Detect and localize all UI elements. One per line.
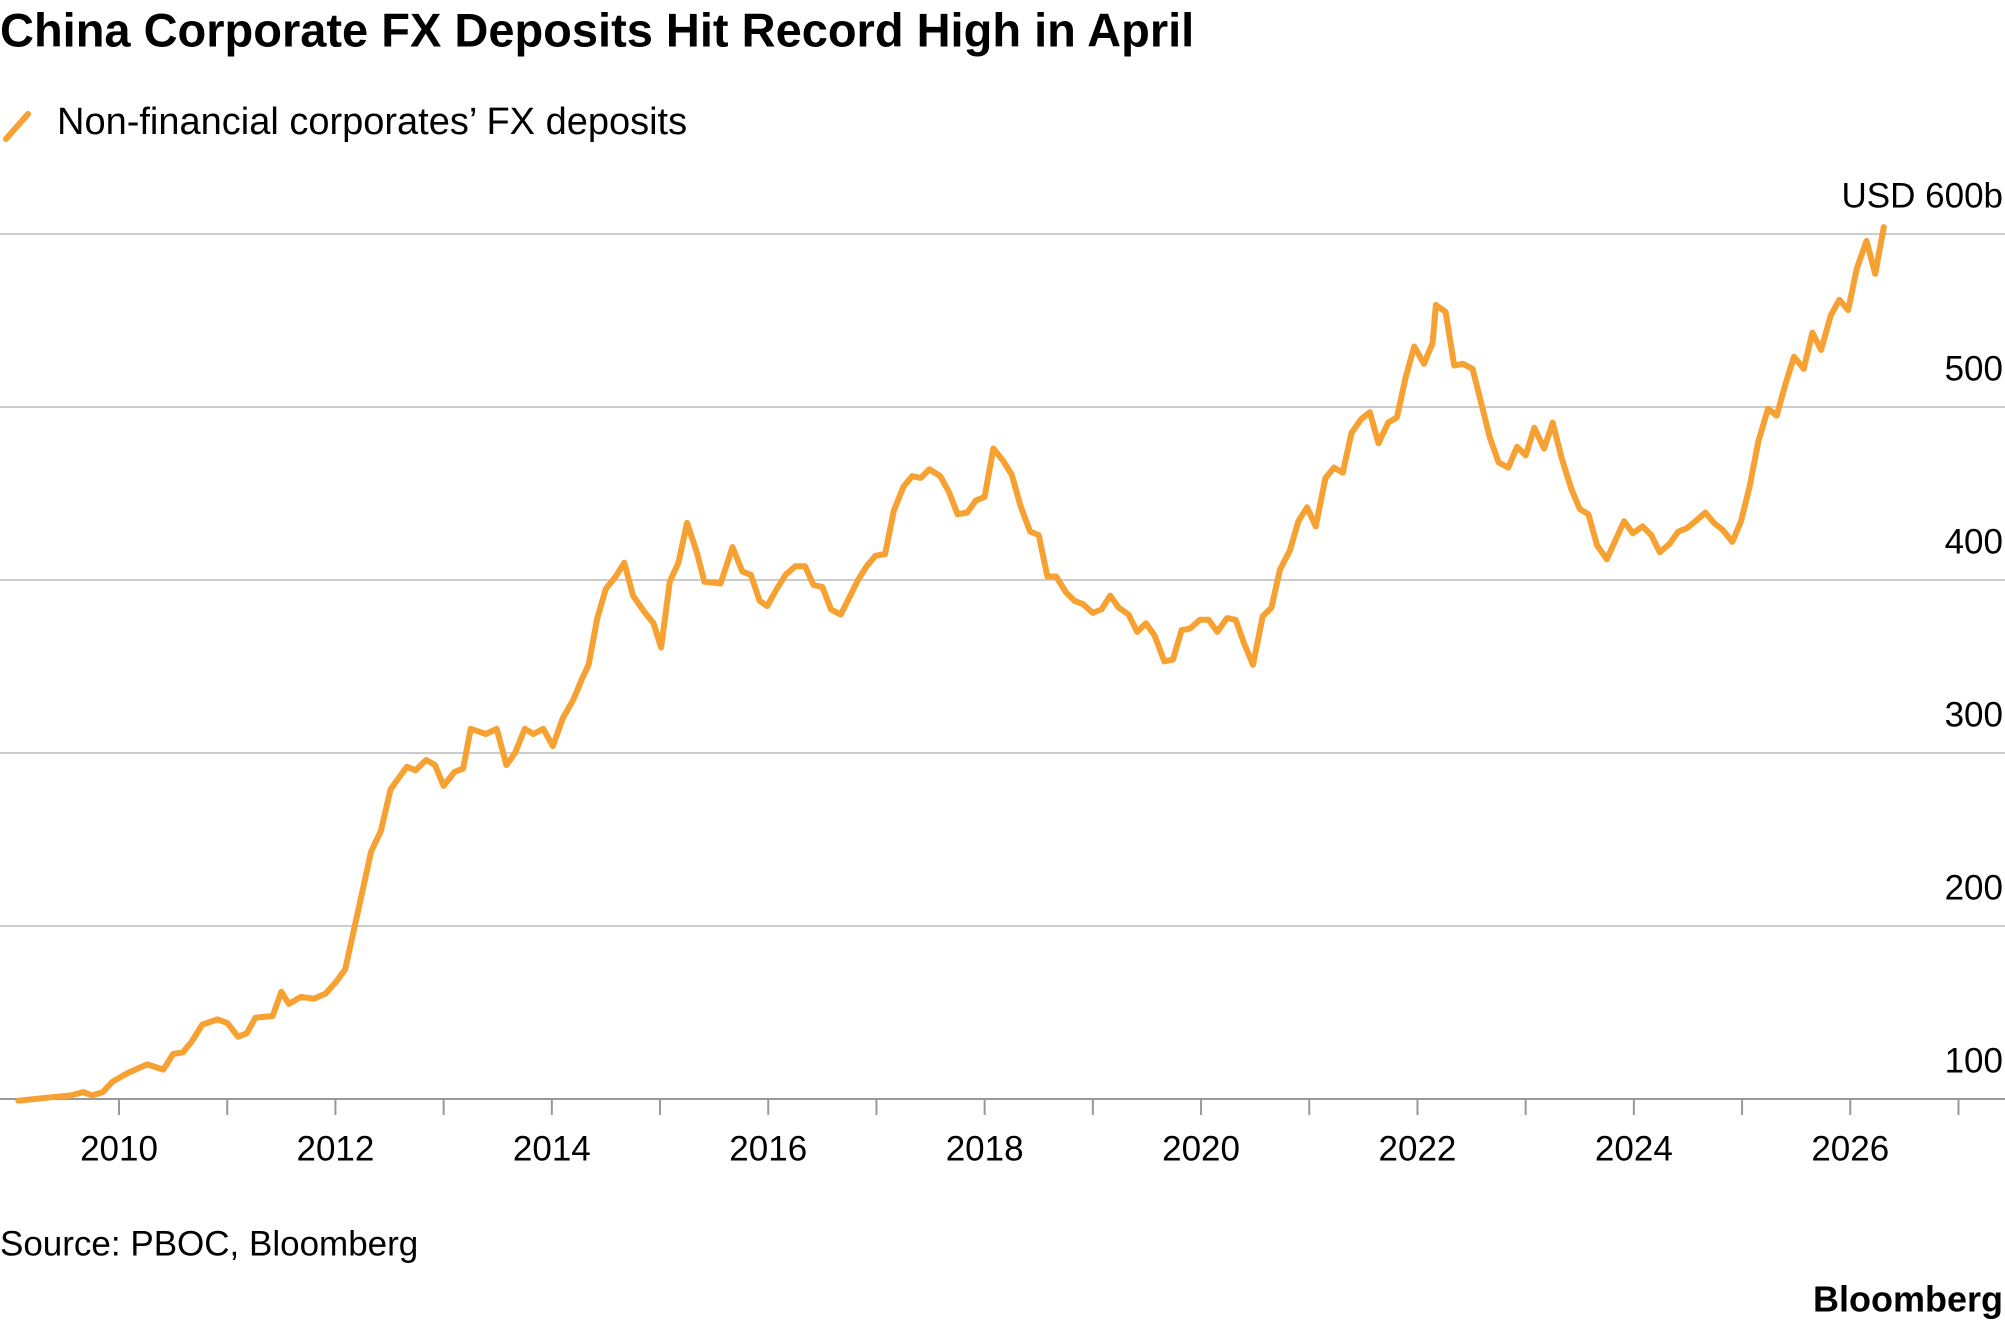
x-tick-label: 2014 bbox=[513, 1129, 591, 1168]
y-tick-label: USD 600b bbox=[1842, 176, 2003, 215]
x-tick-label: 2024 bbox=[1595, 1129, 1673, 1168]
x-tick-label: 2016 bbox=[729, 1129, 807, 1168]
data-line bbox=[15, 224, 1887, 1104]
y-tick-label: 400 bbox=[1945, 522, 2003, 561]
y-tick-label: 500 bbox=[1945, 349, 2003, 388]
x-tick-label: 2022 bbox=[1379, 1129, 1457, 1168]
y-tick-label: 300 bbox=[1945, 695, 2003, 734]
x-tick-label: 2010 bbox=[80, 1129, 158, 1168]
y-tick-label: 200 bbox=[1945, 868, 2003, 907]
source: Source: PBOC, Bloomberg bbox=[0, 1224, 418, 1263]
x-tick-label: 2026 bbox=[1811, 1129, 1889, 1168]
y-tick-label: 100 bbox=[1945, 1041, 2003, 1080]
legend-swatch bbox=[3, 111, 31, 142]
x-tick-label: 2012 bbox=[296, 1129, 374, 1168]
x-tick-label: 2018 bbox=[946, 1129, 1024, 1168]
legend-label: Non-financial corporates’ FX deposits bbox=[57, 101, 687, 143]
chart-title: China Corporate FX Deposits Hit Record H… bbox=[0, 3, 1194, 56]
brand: Bloomberg bbox=[1813, 1279, 2003, 1320]
x-tick-label: 2020 bbox=[1162, 1129, 1240, 1168]
